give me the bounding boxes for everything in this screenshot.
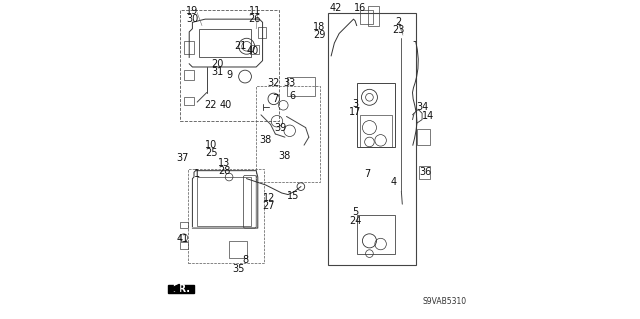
Text: 8: 8 (242, 255, 248, 265)
Text: 40: 40 (220, 100, 232, 110)
Text: 21: 21 (234, 41, 247, 51)
Text: 3: 3 (352, 99, 358, 109)
Bar (250, 45, 259, 54)
Text: 39: 39 (274, 122, 286, 133)
Text: 29: 29 (313, 30, 325, 40)
Text: 10: 10 (205, 140, 218, 150)
Bar (368, 6, 379, 26)
Bar (356, 83, 395, 147)
Text: 30: 30 (186, 13, 198, 24)
Text: 5: 5 (352, 207, 358, 217)
Bar (360, 115, 392, 147)
Bar (229, 241, 246, 258)
Text: 37: 37 (176, 153, 188, 163)
Text: 34: 34 (417, 102, 429, 112)
Text: 42: 42 (329, 3, 342, 13)
Text: 11: 11 (248, 6, 260, 16)
Text: 23: 23 (392, 25, 404, 35)
Text: FR.: FR. (172, 284, 190, 294)
Bar (258, 27, 266, 38)
Text: 27: 27 (262, 201, 275, 211)
Bar (180, 222, 188, 228)
Text: 4: 4 (390, 177, 396, 187)
Text: 26: 26 (248, 13, 260, 24)
Text: 7: 7 (364, 169, 370, 179)
Text: 17: 17 (349, 107, 361, 117)
Text: S9VAB5310: S9VAB5310 (422, 297, 467, 306)
Text: 9: 9 (226, 70, 232, 80)
Text: 15: 15 (287, 191, 299, 201)
Text: 40: 40 (247, 46, 259, 56)
Text: 32: 32 (268, 78, 280, 88)
Bar (356, 215, 395, 254)
Text: 36: 36 (419, 167, 431, 177)
Text: 1: 1 (193, 169, 200, 179)
Text: 18: 18 (313, 22, 325, 32)
Text: 25: 25 (205, 148, 218, 158)
Bar (197, 177, 252, 226)
Text: 35: 35 (232, 263, 244, 274)
Text: 2: 2 (395, 17, 401, 27)
Text: 38: 38 (260, 135, 272, 145)
Text: 28: 28 (218, 166, 230, 176)
Bar (360, 10, 372, 24)
Bar (328, 13, 416, 265)
Bar (188, 169, 264, 263)
Text: 24: 24 (349, 216, 361, 226)
Text: 19: 19 (186, 6, 198, 16)
Bar (184, 41, 194, 54)
Text: 6: 6 (290, 91, 296, 101)
Text: 13: 13 (218, 158, 230, 168)
Text: 31: 31 (211, 67, 223, 77)
Text: 38: 38 (279, 151, 291, 161)
Bar (419, 166, 430, 179)
Bar (199, 29, 252, 57)
Polygon shape (168, 285, 194, 293)
Bar (256, 86, 320, 182)
Text: 16: 16 (354, 3, 366, 13)
Bar (417, 129, 430, 145)
Text: 7: 7 (272, 94, 278, 104)
Text: 33: 33 (284, 78, 296, 88)
Text: 12: 12 (263, 193, 275, 203)
Bar (184, 70, 194, 80)
Bar (287, 77, 316, 96)
Bar (180, 242, 188, 249)
Text: 20: 20 (211, 59, 223, 69)
Text: 22: 22 (204, 100, 217, 110)
Text: 41: 41 (176, 234, 188, 244)
Bar (184, 97, 194, 105)
Text: 14: 14 (422, 111, 435, 122)
Bar (180, 10, 278, 121)
